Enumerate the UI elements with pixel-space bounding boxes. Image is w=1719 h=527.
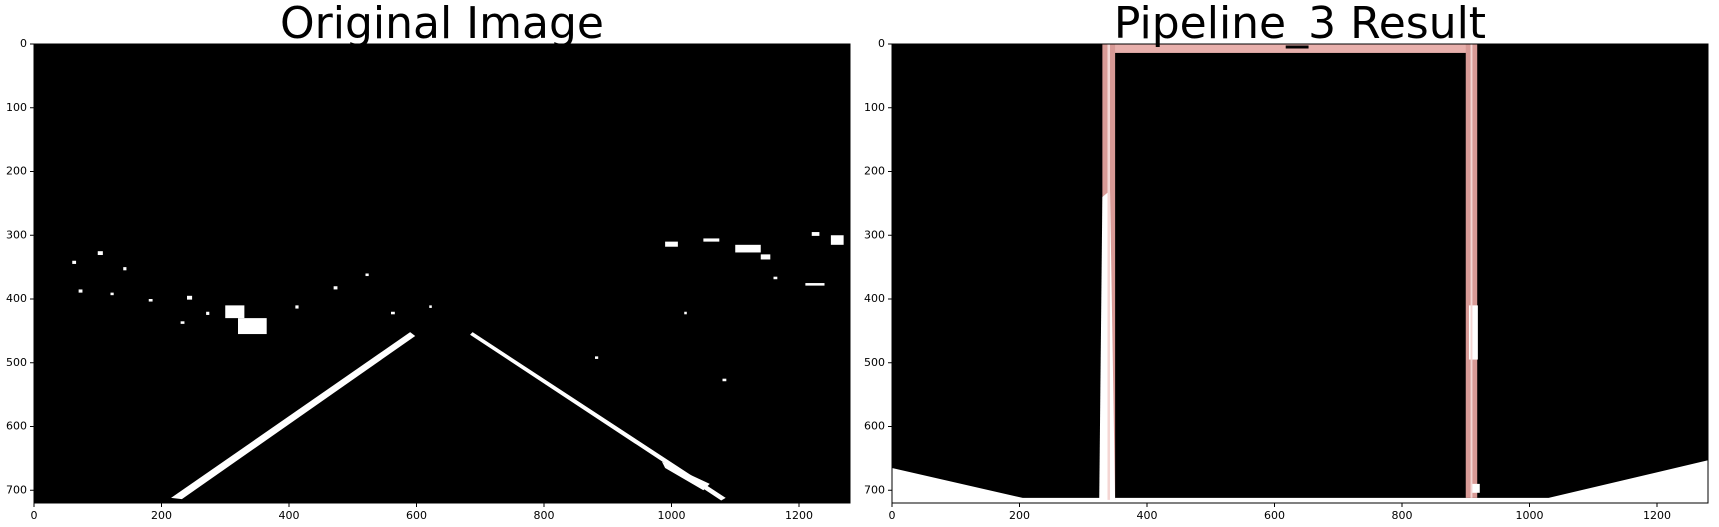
y-tick-label: 200 — [6, 165, 27, 178]
y-tick-label: 100 — [864, 101, 885, 114]
y-tick-label: 700 — [6, 483, 27, 496]
y-tick-label: 300 — [6, 228, 27, 241]
x-tick-label: 600 — [406, 509, 427, 522]
x-tick-label: 800 — [534, 509, 555, 522]
x-tick-label: 400 — [1137, 509, 1158, 522]
y-tick-label: 100 — [6, 101, 27, 114]
image-original — [34, 44, 850, 503]
x-tick-label: 600 — [1264, 509, 1285, 522]
x-tick-label: 1000 — [658, 509, 686, 522]
x-tick-label: 800 — [1392, 509, 1413, 522]
x-tick-label: 0 — [889, 509, 896, 522]
x-tick-label: 200 — [1009, 509, 1030, 522]
y-tick-label: 0 — [878, 37, 885, 50]
y-tick-label: 300 — [864, 228, 885, 241]
y-tick-label: 400 — [864, 292, 885, 305]
x-tick-label: 1200 — [1643, 509, 1671, 522]
x-tick-label: 400 — [279, 509, 300, 522]
y-tick-label: 0 — [20, 37, 27, 50]
x-tick-label: 0 — [31, 509, 38, 522]
y-tick-label: 200 — [864, 165, 885, 178]
axes-frame — [33, 43, 851, 504]
axes-frame — [891, 43, 1709, 504]
y-tick-label: 400 — [6, 292, 27, 305]
chart-title: Original Image — [280, 0, 604, 49]
y-tick-label: 600 — [864, 420, 885, 433]
y-tick-label: 700 — [864, 483, 885, 496]
y-tick-label: 600 — [6, 420, 27, 433]
chart-title: Pipeline_3 Result — [1114, 0, 1486, 49]
image-pipeline-result — [892, 44, 1708, 503]
y-tick-label: 500 — [6, 356, 27, 369]
y-tick-label: 500 — [864, 356, 885, 369]
x-tick-label: 1200 — [785, 509, 813, 522]
x-tick-label: 1000 — [1516, 509, 1544, 522]
x-tick-label: 200 — [151, 509, 172, 522]
